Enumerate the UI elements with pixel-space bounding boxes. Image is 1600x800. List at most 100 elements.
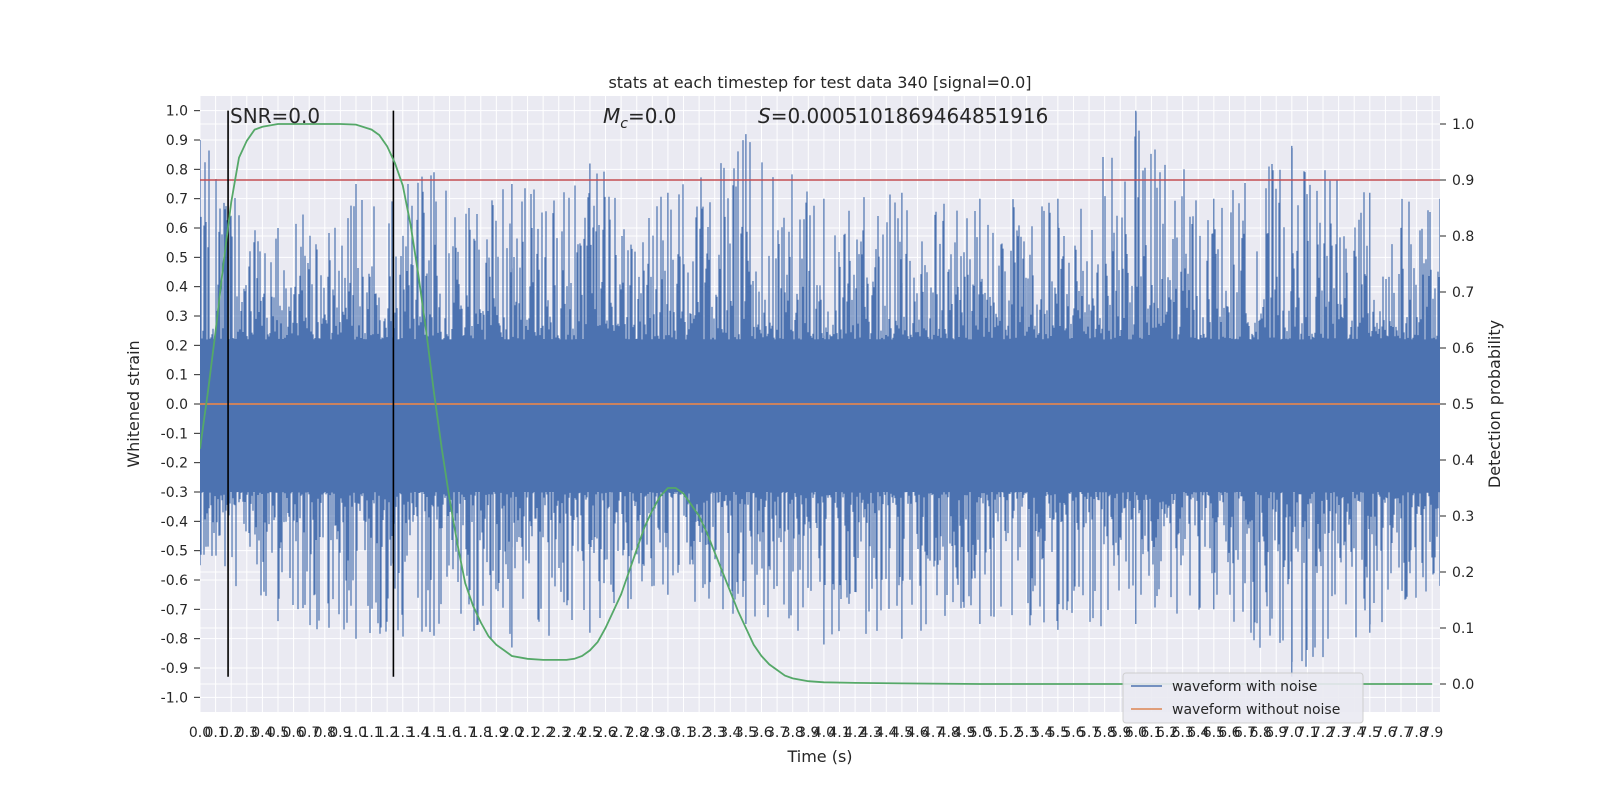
x-tick-label: 2.5 — [579, 725, 601, 741]
right-y-axis-label: Detection probability — [1485, 320, 1504, 488]
x-tick-label: 1.2 — [376, 725, 398, 741]
x-tick-label: 5.5 — [1047, 725, 1069, 741]
y-tick-label: -0.9 — [161, 661, 188, 677]
x-tick-label: 3.1 — [672, 725, 694, 741]
y-tick-label: -0.5 — [161, 544, 188, 560]
chirp-mass-annotation: Mc=0.0 — [603, 104, 677, 132]
y-tick-label: 0.6 — [166, 221, 188, 237]
x-tick-label: 3.7 — [766, 725, 788, 741]
right-y-axis-ticks: 0.0 0.1 0.2 0.3 0.4 0.5 0.6 0.7 0.8 0.9 1.0 — [1440, 117, 1474, 693]
x-tick-label: 0.9 — [329, 725, 351, 741]
x-tick-label: 3.6 — [750, 725, 772, 741]
x-tick-label: 5.9 — [1109, 725, 1131, 741]
y-tick-label: -0.2 — [161, 456, 188, 472]
waveform-with-noise-series — [200, 110, 1440, 677]
x-tick-label: 1.7 — [454, 725, 476, 741]
x-tick-label: 2.0 — [501, 725, 523, 741]
x-tick-label: 2.9 — [641, 725, 663, 741]
x-tick-label: 7.2 — [1312, 725, 1334, 741]
right-y-tick-label: 0.8 — [1452, 229, 1474, 245]
x-tick-label: 6.3 — [1172, 725, 1194, 741]
x-tick-label: 0.6 — [282, 725, 304, 741]
x-tick-label: 3.5 — [735, 725, 757, 741]
y-tick-label: 0.8 — [166, 162, 188, 178]
x-tick-label: 5.0 — [969, 725, 991, 741]
waveform-with-noise-line — [200, 110, 1440, 677]
x-tick-label: 4.6 — [906, 725, 928, 741]
y-tick-label: 0.4 — [166, 280, 188, 296]
x-tick-label: 3.4 — [719, 725, 741, 741]
x-tick-label: 2.6 — [594, 725, 616, 741]
x-tick-label: 6.2 — [1156, 725, 1178, 741]
y-tick-label: -0.8 — [161, 632, 188, 648]
s-annotation: S=0.0005101869464851916 — [758, 104, 1048, 128]
x-tick-label: 1.0 — [345, 725, 367, 741]
right-y-tick-label: 0.4 — [1452, 453, 1474, 469]
snr-annotation: SNR=0.0 — [230, 104, 320, 128]
right-y-tick-label: 0.5 — [1452, 397, 1474, 413]
right-y-tick-label: 0.3 — [1452, 509, 1474, 525]
y-tick-label: 0.7 — [166, 192, 188, 208]
x-axis-label: Time (s) — [786, 747, 852, 766]
y-tick-label: 0.1 — [166, 368, 188, 384]
x-tick-label: 6.1 — [1140, 725, 1162, 741]
x-tick-label: 5.6 — [1062, 725, 1084, 741]
right-y-tick-label: 0.1 — [1452, 621, 1474, 637]
left-y-axis-label: Whitened strain — [124, 340, 143, 467]
x-tick-label: 1.4 — [407, 725, 429, 741]
x-tick-label: 1.6 — [438, 725, 460, 741]
right-y-tick-label: 0.0 — [1452, 677, 1474, 693]
overlay-lines — [200, 110, 1440, 685]
x-tick-label: 2.8 — [626, 725, 648, 741]
x-tick-label: 6.8 — [1249, 725, 1271, 741]
x-tick-label: 0.4 — [251, 725, 273, 741]
x-tick-label: 5.2 — [1000, 725, 1022, 741]
x-tick-label: 5.7 — [1078, 725, 1100, 741]
y-tick-label: -0.3 — [161, 485, 188, 501]
y-tick-label: 0.9 — [166, 133, 188, 149]
x-tick-label: 7.0 — [1281, 725, 1303, 741]
x-tick-label: 3.9 — [797, 725, 819, 741]
x-tick-label: 7.3 — [1327, 725, 1349, 741]
left-y-axis-ticks: -1.0 -0.9 -0.8 -0.7 -0.6 -0.5 -0.4 -0.3 -0.2 -0.1… — [161, 104, 200, 706]
x-tick-label: 4.1 — [828, 725, 850, 741]
y-tick-label: -0.7 — [161, 602, 188, 618]
x-tick-label: 4.4 — [875, 725, 897, 741]
x-tick-label: 3.2 — [688, 725, 710, 741]
chirp-mass-symbol: M — [603, 104, 620, 128]
x-tick-label: 6.6 — [1218, 725, 1240, 741]
x-tick-label: 7.5 — [1359, 725, 1381, 741]
x-tick-label: 0.5 — [267, 725, 289, 741]
x-tick-label: 6.7 — [1234, 725, 1256, 741]
x-tick-label: 2.4 — [563, 725, 585, 741]
x-tick-label: 3.3 — [704, 725, 726, 741]
x-tick-label: 7.9 — [1421, 725, 1443, 741]
x-tick-label: 7.7 — [1390, 725, 1412, 741]
x-tick-label: 4.2 — [844, 725, 866, 741]
x-tick-label: 4.5 — [891, 725, 913, 741]
right-y-tick-label: 0.7 — [1452, 285, 1474, 301]
chart-title: stats at each timestep for test data 340… — [608, 73, 1031, 92]
x-tick-label: 1.8 — [470, 725, 492, 741]
x-tick-label: 1.3 — [392, 725, 414, 741]
x-tick-label: 5.4 — [1031, 725, 1053, 741]
x-tick-label: 0.3 — [236, 725, 258, 741]
legend-label-waveform-without-noise: waveform without noise — [1172, 702, 1340, 718]
x-tick-label: 4.0 — [813, 725, 835, 741]
y-tick-label: 0.2 — [166, 338, 188, 354]
x-tick-label: 7.4 — [1343, 725, 1365, 741]
x-tick-label: 2.1 — [516, 725, 538, 741]
x-tick-label: 0.7 — [298, 725, 320, 741]
x-axis-ticks: 0.00.10.20.30.40.50.60.70.80.91.01.11.21… — [189, 725, 1443, 741]
right-y-tick-label: 1.0 — [1452, 117, 1474, 133]
x-tick-label: 7.8 — [1405, 725, 1427, 741]
right-y-tick-label: 0.9 — [1452, 173, 1474, 189]
s-value: =0.0005101869464851916 — [771, 104, 1049, 128]
x-tick-label: 0.0 — [189, 725, 211, 741]
s-symbol: S — [758, 104, 771, 128]
right-y-tick-label: 0.6 — [1452, 341, 1474, 357]
x-tick-label: 7.6 — [1374, 725, 1396, 741]
x-tick-label: 0.8 — [314, 725, 336, 741]
x-tick-label: 2.2 — [532, 725, 554, 741]
